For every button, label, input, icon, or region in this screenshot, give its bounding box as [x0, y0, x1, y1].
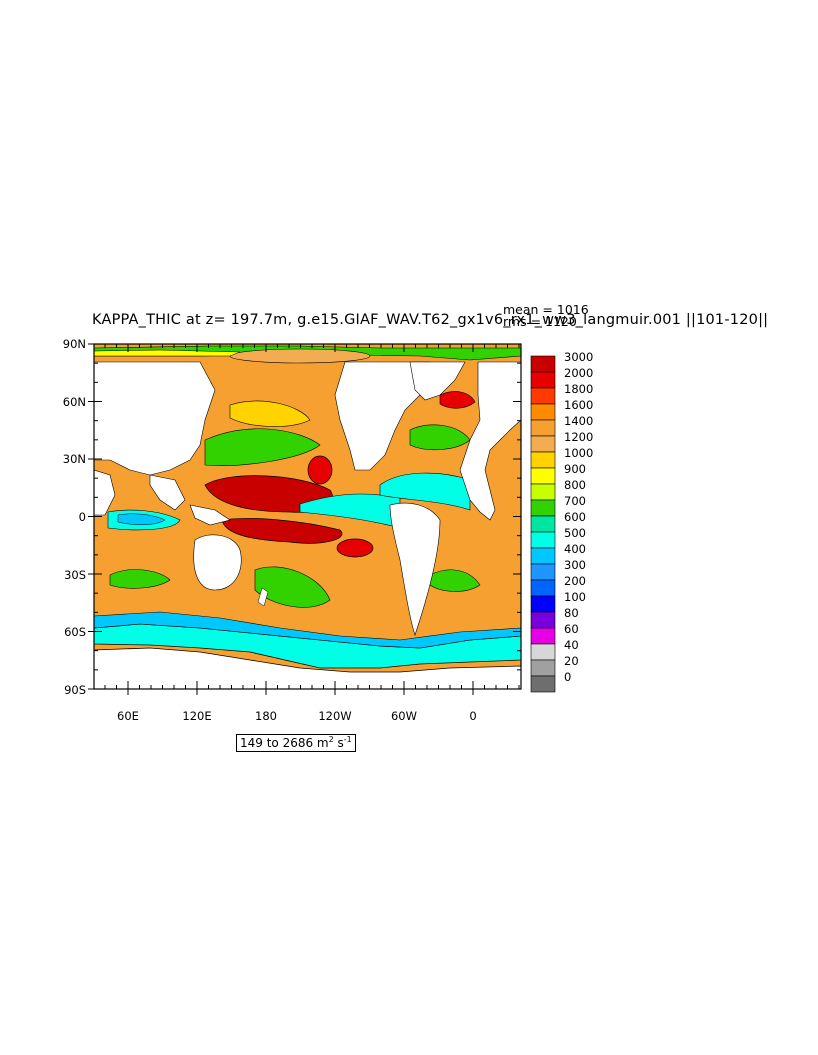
- colorbar-label: 600: [564, 510, 586, 524]
- colorbar-label: 40: [564, 638, 579, 652]
- colorbar-label: 20: [564, 654, 579, 668]
- satl-green: [429, 569, 481, 592]
- tropical-atl-cyan: [379, 472, 471, 511]
- colorbar-swatch: [530, 675, 556, 693]
- sind-green: [109, 569, 171, 589]
- colorbar-swatch: [530, 387, 556, 405]
- colorbar-label: 0: [564, 670, 571, 684]
- colorbar-swatch: [530, 451, 556, 469]
- lat-label-0: 0: [79, 510, 86, 524]
- colorbar-swatch: [530, 579, 556, 597]
- colorbar-label: 300: [564, 558, 586, 572]
- africa-left-land: [94, 469, 116, 516]
- lon-label-120e: 120E: [182, 709, 211, 723]
- map-field: [94, 344, 521, 689]
- lon-label-60w: 60W: [391, 709, 417, 723]
- colorbar-swatch: [530, 403, 556, 421]
- south-america-land: [389, 502, 441, 636]
- axis-ticks: [88, 343, 521, 695]
- colorbar-swatch: [530, 435, 556, 453]
- spac-green: [254, 566, 331, 608]
- colorbar-swatch: [530, 531, 556, 549]
- south-asia-land: [149, 474, 186, 511]
- colorbar-label: 1200: [564, 430, 593, 444]
- range-prefix: 149 to 2686 m: [240, 736, 329, 750]
- plot-title: KAPPA_THIC at z= 197.7m, g.e15.GIAF_WAV.…: [92, 312, 769, 328]
- colorbar-swatch: [530, 371, 556, 389]
- npac-green: [204, 428, 321, 466]
- range-sup-2: -1: [343, 735, 352, 744]
- colorbar: 3000200018001600140012001000900800700600…: [530, 350, 593, 693]
- africa-europe-land: [459, 361, 521, 521]
- maritime-land: [189, 504, 231, 526]
- natl-red: [439, 391, 476, 409]
- lon-label-60e: 60E: [117, 709, 139, 723]
- colorbar-swatch: [530, 419, 556, 437]
- lat-label-60s: 60S: [64, 625, 86, 639]
- colorbar-swatch: [530, 467, 556, 485]
- lat-label-60n: 60N: [63, 395, 86, 409]
- rms-stat: rms = 1120: [503, 314, 577, 329]
- range-mid: s: [333, 736, 344, 750]
- colorbar-label: 100: [564, 590, 586, 604]
- mean-stat: mean = 1016: [503, 302, 589, 317]
- south-eq-pacific-max: [221, 518, 343, 544]
- eurasia-land: [94, 361, 216, 476]
- lat-label-30s: 30S: [64, 568, 86, 582]
- colorbar-label: 400: [564, 542, 586, 556]
- colorbar-label: 3000: [564, 350, 593, 364]
- colorbar-swatch: [530, 627, 556, 645]
- colorbar-label: 1600: [564, 398, 593, 412]
- colorbar-label: 200: [564, 574, 586, 588]
- lat-label-90n: 90N: [63, 337, 86, 351]
- colorbar-label: 1800: [564, 382, 593, 396]
- colorbar-label: 1000: [564, 446, 593, 460]
- colorbar-label: 500: [564, 526, 586, 540]
- southern-blue: [94, 611, 521, 649]
- colorbar-swatch: [530, 643, 556, 661]
- lat-label-30n: 30N: [63, 452, 86, 466]
- lon-label-180: 180: [255, 709, 277, 723]
- arctic-core: [229, 348, 371, 364]
- colorbar-swatch: [530, 499, 556, 517]
- colorbar-label: 1400: [564, 414, 593, 428]
- range-sup-1: 2: [328, 735, 334, 744]
- lon-label-120w: 120W: [318, 709, 351, 723]
- colorbar-label: 800: [564, 478, 586, 492]
- colorbar-label: 60: [564, 622, 579, 636]
- colorbar-label: 900: [564, 462, 586, 476]
- indian-blue: [117, 513, 166, 525]
- lat-label-90s: 90S: [64, 683, 86, 697]
- lon-label-0: 0: [469, 709, 476, 723]
- australia-land: [193, 534, 242, 591]
- colorbar-swatch: [530, 355, 556, 373]
- new-zealand-land: [257, 587, 269, 607]
- antarctica-land: [94, 647, 521, 689]
- colorbar-swatch: [530, 595, 556, 613]
- greenland-land: [409, 361, 466, 401]
- colorbar-swatch: [530, 483, 556, 501]
- colorbar-label: 80: [564, 606, 579, 620]
- colorbar-swatch: [530, 547, 556, 565]
- ne-pacific-max: [307, 455, 333, 485]
- colorbar-swatch: [530, 563, 556, 581]
- arctic-yellow: [94, 349, 241, 357]
- colorbar-swatch: [530, 659, 556, 677]
- colorbar-label: 2000: [564, 366, 593, 380]
- colorbar-swatch: [530, 611, 556, 629]
- colorbar-label: 700: [564, 494, 586, 508]
- value-range-box: 149 to 2686 m2 s-1: [236, 734, 356, 752]
- se-pacific-max: [336, 538, 374, 558]
- npac-yellow: [229, 400, 311, 427]
- colorbar-swatch: [530, 515, 556, 533]
